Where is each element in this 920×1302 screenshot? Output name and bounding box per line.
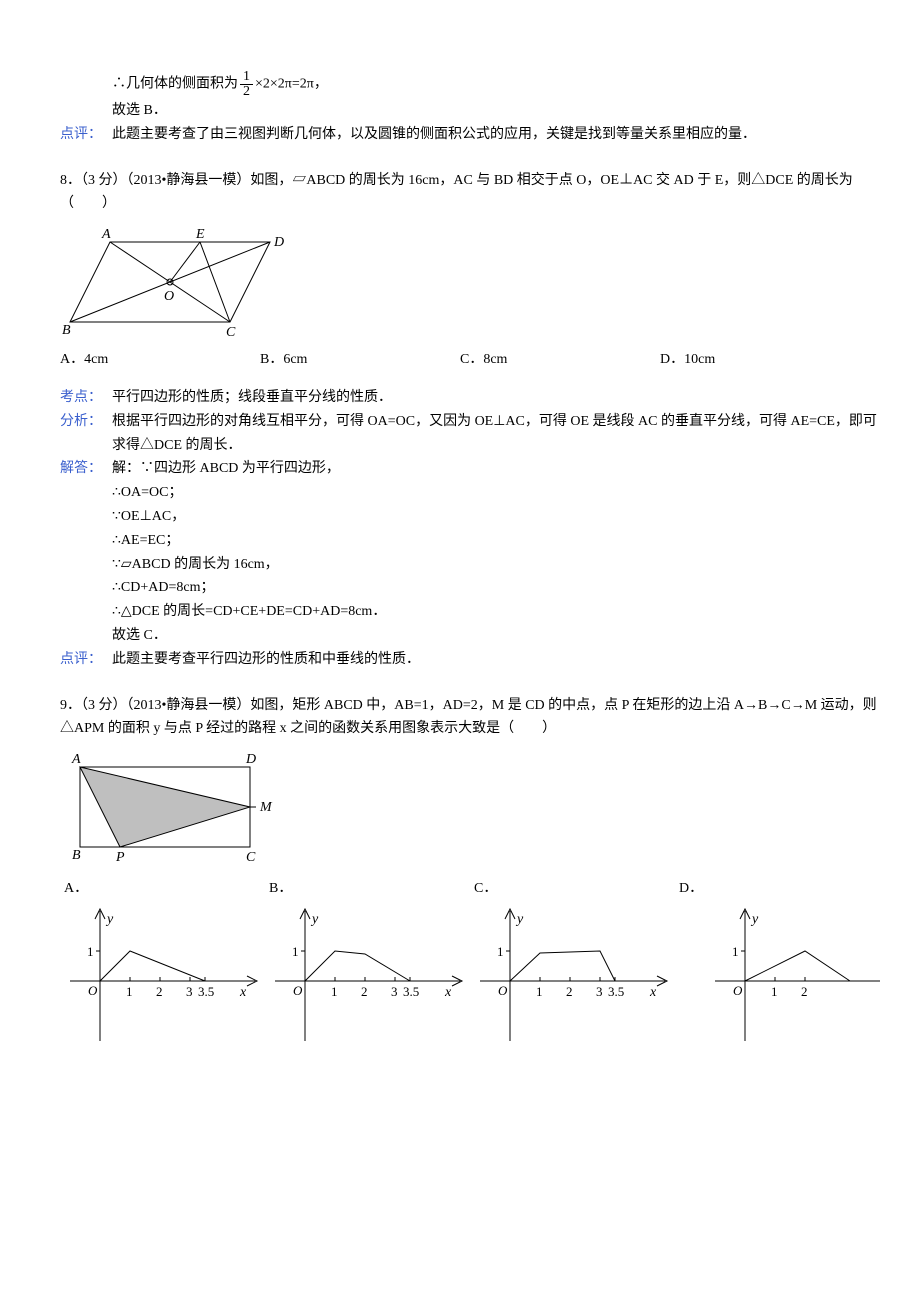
label-M: M xyxy=(259,800,273,815)
fraction: 12 xyxy=(240,70,253,99)
svg-text:y: y xyxy=(105,912,114,927)
jieda-line: ∵▱ABCD 的周长为 16cm， xyxy=(112,553,880,577)
chart-b: y 1 O 1 2 3 3.5 x xyxy=(265,901,465,1051)
svg-text:1: 1 xyxy=(497,944,504,959)
jieda-line: ∵OE⊥AC， xyxy=(112,505,880,529)
jieda-line: ∴OA=OC； xyxy=(112,481,880,505)
prev-line1-suffix: ×2×2π=2π， xyxy=(255,77,328,92)
jieda-line: 解：∵四边形 ABCD 为平行四边形， xyxy=(112,457,880,481)
q8-jieda: 解答： 解：∵四边形 ABCD 为平行四边形， ∴OA=OC； ∵OE⊥AC， … xyxy=(60,457,880,647)
svg-text:x: x xyxy=(239,985,247,1000)
q8-fenxi: 分析： 根据平行四边形的对角线互相平分，可得 OA=OC，又因为 OE⊥AC，可… xyxy=(60,410,880,458)
jieda-line: ∴△DCE 的周长=CD+CE+DE=CD+AD=8cm． xyxy=(112,600,880,624)
q9-opt-a: A． y 1 O 1 2 3 3.5 x xyxy=(60,877,265,1051)
label-A: A xyxy=(101,227,111,242)
chart-d: y 1 O 1 2 xyxy=(705,901,880,1051)
svg-text:y: y xyxy=(310,912,319,927)
q8-diagram: A B C D E O xyxy=(60,222,880,342)
svg-text:O: O xyxy=(293,983,303,998)
svg-text:2: 2 xyxy=(361,984,368,999)
q8-options: A．4cm B．6cm C．8cm D．10cm xyxy=(60,348,880,372)
svg-text:3: 3 xyxy=(391,984,398,999)
q8-dianping: 点评： 此题主要考查平行四边形的性质和中垂线的性质． xyxy=(60,648,880,672)
q8-kaodian: 考点： 平行四边形的性质；线段垂直平分线的性质． xyxy=(60,386,880,410)
svg-text:1: 1 xyxy=(126,984,133,999)
q9-stem: 9．（3 分）（2013•静海县一模）如图，矩形 ABCD 中，AB=1，AD=… xyxy=(60,694,880,742)
q9-opt-d-label: D． xyxy=(675,877,880,901)
svg-text:3: 3 xyxy=(596,984,603,999)
svg-text:y: y xyxy=(515,912,524,927)
svg-text:O: O xyxy=(733,983,743,998)
frac-den: 2 xyxy=(240,85,253,99)
svg-text:1: 1 xyxy=(732,944,739,959)
svg-text:3: 3 xyxy=(186,984,193,999)
jieda-line: ∴AE=EC； xyxy=(112,529,880,553)
jieda-label: 解答： xyxy=(60,457,112,481)
question-8: 8．（3 分）（2013•静海县一模）如图，▱ABCD 的周长为 16cm，AC… xyxy=(60,169,880,672)
q9-opt-c: C． y 1 O 1 2 3 3.5 x xyxy=(470,877,675,1051)
q8-opt-c: C．8cm xyxy=(460,348,660,372)
svg-text:2: 2 xyxy=(156,984,163,999)
q9-opt-a-label: A． xyxy=(60,877,265,901)
q8-opt-a: A．4cm xyxy=(60,348,260,372)
q9-opt-c-label: C． xyxy=(470,877,675,901)
q9-opt-b-label: B． xyxy=(265,877,470,901)
label-D: D xyxy=(245,752,256,767)
svg-text:3.5: 3.5 xyxy=(403,984,419,999)
svg-text:1: 1 xyxy=(87,944,94,959)
label-O: O xyxy=(164,289,174,304)
chart-a: y 1 O 1 2 3 3.5 x xyxy=(60,901,260,1051)
jieda-line: 故选 C． xyxy=(112,624,880,648)
q8-opt-d: D．10cm xyxy=(660,348,880,372)
svg-text:O: O xyxy=(88,983,98,998)
fenxi-text: 根据平行四边形的对角线互相平分，可得 OA=OC，又因为 OE⊥AC，可得 OE… xyxy=(112,410,880,458)
svg-text:2: 2 xyxy=(801,984,808,999)
question-9: 9．（3 分）（2013•静海县一模）如图，矩形 ABCD 中，AB=1，AD=… xyxy=(60,694,880,1051)
label-B: B xyxy=(62,323,71,338)
review-label: 点评： xyxy=(60,123,112,147)
dianping-label: 点评： xyxy=(60,648,112,672)
svg-text:3.5: 3.5 xyxy=(198,984,214,999)
label-A: A xyxy=(71,752,81,767)
label-E: E xyxy=(195,227,205,242)
kaodian-text: 平行四边形的性质；线段垂直平分线的性质． xyxy=(112,386,880,410)
svg-text:1: 1 xyxy=(292,944,299,959)
svg-text:y: y xyxy=(750,912,759,927)
label-C: C xyxy=(226,325,236,340)
svg-text:1: 1 xyxy=(331,984,338,999)
svg-text:3.5: 3.5 xyxy=(608,984,624,999)
q8-opt-b: B．6cm xyxy=(260,348,460,372)
chart-c: y 1 O 1 2 3 3.5 x xyxy=(470,901,670,1051)
svg-text:x: x xyxy=(649,985,657,1000)
frac-num: 1 xyxy=(240,70,253,85)
label-D: D xyxy=(273,235,284,250)
label-B: B xyxy=(72,848,81,863)
svg-text:1: 1 xyxy=(771,984,778,999)
q9-opt-b: B． y 1 O 1 2 3 3.5 x xyxy=(265,877,470,1051)
q8-stem: 8．（3 分）（2013•静海县一模）如图，▱ABCD 的周长为 16cm，AC… xyxy=(60,169,880,217)
q9-diagram: A B C D M P xyxy=(60,747,880,867)
kaodian-label: 考点： xyxy=(60,386,112,410)
label-C: C xyxy=(246,850,256,865)
prev-line1-prefix: ∴几何体的侧面积为 xyxy=(112,77,238,92)
svg-text:2: 2 xyxy=(566,984,573,999)
dianping-text: 此题主要考查平行四边形的性质和中垂线的性质． xyxy=(112,648,880,672)
prev-line1: ∴几何体的侧面积为12×2×2π=2π， xyxy=(60,70,880,99)
svg-text:O: O xyxy=(498,983,508,998)
svg-text:x: x xyxy=(444,985,452,1000)
jieda-text: 解：∵四边形 ABCD 为平行四边形， ∴OA=OC； ∵OE⊥AC， ∴AE=… xyxy=(112,457,880,647)
prev-review: 点评： 此题主要考查了由三视图判断几何体，以及圆锥的侧面积公式的应用，关键是找到… xyxy=(60,123,880,147)
review-text: 此题主要考查了由三视图判断几何体，以及圆锥的侧面积公式的应用，关键是找到等量关系… xyxy=(112,123,880,147)
prev-line2: 故选 B． xyxy=(60,99,880,123)
fenxi-label: 分析： xyxy=(60,410,112,434)
q9-opt-d: D． y 1 O 1 2 xyxy=(675,877,880,1051)
jieda-line: ∴CD+AD=8cm； xyxy=(112,576,880,600)
q9-options: A． y 1 O 1 2 3 3.5 x xyxy=(60,877,880,1051)
label-P: P xyxy=(115,850,125,865)
svg-text:1: 1 xyxy=(536,984,543,999)
